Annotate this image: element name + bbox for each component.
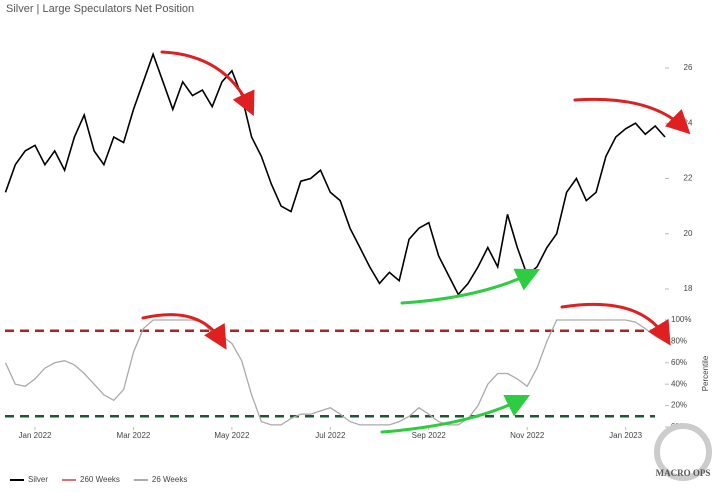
y-tick-label: 20%	[671, 401, 687, 410]
legend-label: Silver	[28, 475, 48, 484]
arrow	[400, 268, 541, 305]
y-tick-label: 20	[684, 229, 693, 238]
x-tick-label: Mar 2022	[117, 431, 151, 440]
annotations	[141, 50, 691, 434]
legend-label: 260 Weeks	[80, 475, 120, 484]
x-tick-label: Jul 2022	[315, 431, 346, 440]
data-line	[4, 51, 666, 296]
chart-title: Silver | Large Speculators Net Position	[6, 3, 194, 15]
arrow	[560, 302, 671, 346]
logo-text: MACRO OPS	[656, 468, 711, 478]
y-tick-label: 24	[684, 118, 693, 127]
x-tick-label: Nov 2022	[510, 431, 545, 440]
y-tick-label: 80%	[671, 337, 687, 346]
arrow	[573, 97, 691, 135]
x-tick-label: Sep 2022	[412, 431, 447, 440]
y-tick-label: 60%	[671, 358, 687, 367]
logo: MACRO OPS	[654, 423, 712, 481]
legend: Silver 260 Weeks 26 Weeks	[10, 475, 187, 484]
y-tick-label: 18	[684, 284, 693, 293]
y-tick-label: 26	[684, 63, 693, 72]
data-line	[4, 319, 666, 426]
x-tick-label: Jan 2023	[609, 431, 642, 440]
x-tick-label: Jan 2022	[19, 431, 52, 440]
arrow	[141, 313, 227, 350]
y-axis-label: Percentile	[701, 355, 710, 391]
arrow	[380, 394, 531, 434]
x-tick-label: May 2022	[214, 431, 250, 440]
legend-label: 26 Weeks	[152, 475, 187, 484]
y-tick-label: 100%	[671, 315, 691, 324]
arrow	[160, 50, 255, 117]
logo-ring	[654, 423, 712, 481]
y-tick-label: 22	[684, 174, 693, 183]
y-tick-label: 40%	[671, 379, 687, 388]
